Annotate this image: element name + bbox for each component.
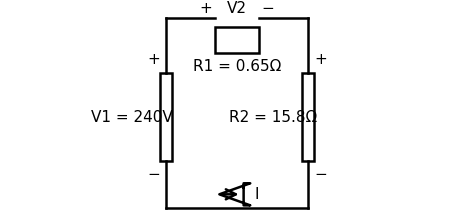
Text: +: +: [200, 2, 212, 17]
Text: V2: V2: [227, 2, 247, 17]
Text: V1 = 240V: V1 = 240V: [91, 109, 173, 125]
Bar: [215, 27, 259, 53]
Bar: [160, 73, 173, 161]
Text: I: I: [255, 187, 259, 202]
Text: R2 = 15.8Ω: R2 = 15.8Ω: [229, 109, 317, 125]
Text: +: +: [147, 52, 160, 67]
Text: −: −: [314, 167, 327, 182]
Text: +: +: [314, 52, 327, 67]
Text: −: −: [262, 2, 274, 17]
Text: −: −: [147, 167, 160, 182]
Bar: [301, 73, 314, 161]
Text: R1 = 0.65Ω: R1 = 0.65Ω: [193, 59, 281, 74]
